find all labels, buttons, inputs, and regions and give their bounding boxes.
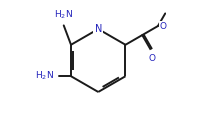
- Text: O: O: [160, 22, 167, 30]
- Text: O: O: [148, 54, 156, 63]
- Text: H$_2$N: H$_2$N: [35, 70, 54, 83]
- Text: N: N: [95, 24, 102, 34]
- Text: H$_2$N: H$_2$N: [54, 8, 73, 21]
